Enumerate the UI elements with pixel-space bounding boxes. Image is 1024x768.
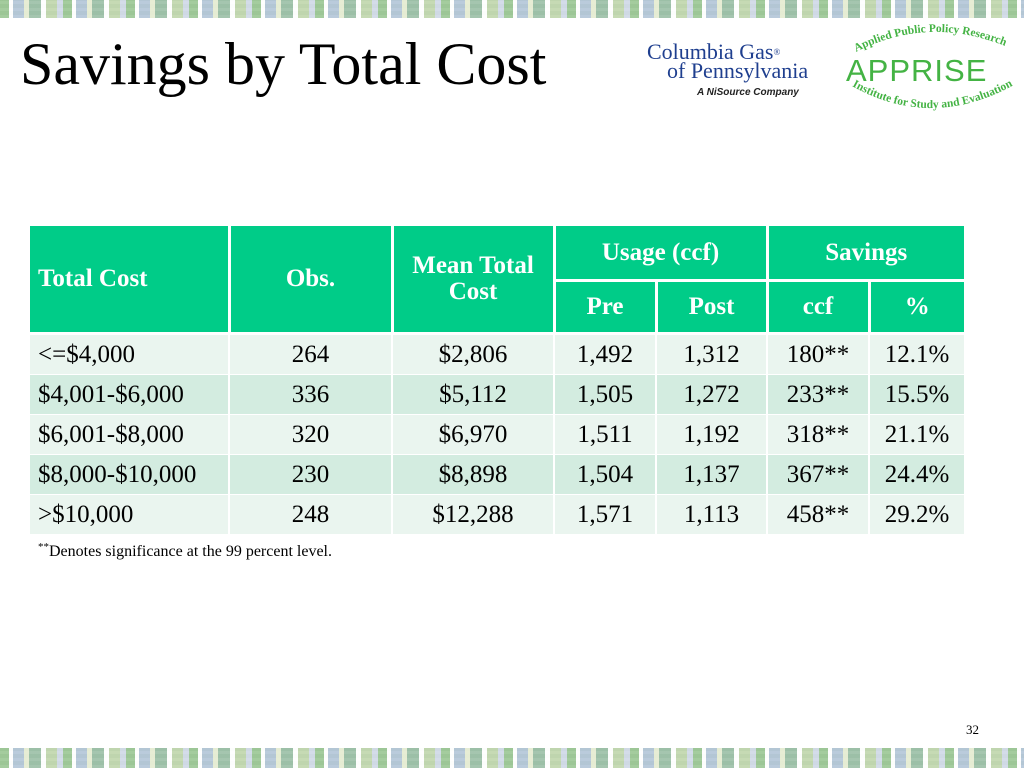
col-header-ccf: ccf bbox=[767, 280, 871, 335]
cell-obs: 320 bbox=[229, 414, 393, 455]
columbia-gas-name: Columbia Gas® bbox=[647, 39, 781, 64]
cell-obs: 264 bbox=[229, 333, 393, 375]
col-header-usage: Usage (ccf) bbox=[554, 226, 769, 282]
cell-mean-total-cost: $12,288 bbox=[392, 494, 555, 535]
col-header-mean-total-cost: Mean Total Cost bbox=[392, 226, 556, 335]
cell-total-cost: $8,000-$10,000 bbox=[30, 454, 230, 495]
cell-savings-ccf: 233** bbox=[767, 374, 870, 415]
cell-mean-total-cost: $5,112 bbox=[392, 374, 555, 415]
table-row: $8,000-$10,000 230 $8,898 1,504 1,137 36… bbox=[30, 454, 965, 495]
cell-pre: 1,571 bbox=[554, 494, 657, 535]
cell-post: 1,192 bbox=[656, 414, 768, 455]
cell-savings-percent: 29.2% bbox=[869, 494, 965, 535]
top-mosaic-border bbox=[0, 0, 1024, 18]
cell-obs: 230 bbox=[229, 454, 393, 495]
cell-pre: 1,511 bbox=[554, 414, 657, 455]
cell-total-cost: >$10,000 bbox=[30, 494, 230, 535]
cell-total-cost: $6,001-$8,000 bbox=[30, 414, 230, 455]
significance-footnote: **Denotes significance at the 99 percent… bbox=[38, 541, 332, 561]
cell-pre: 1,505 bbox=[554, 374, 657, 415]
cell-savings-percent: 15.5% bbox=[869, 374, 965, 415]
nisource-tagline: A NiSource Company bbox=[697, 87, 799, 98]
cell-savings-percent: 21.1% bbox=[869, 414, 965, 455]
col-header-obs: Obs. bbox=[229, 226, 394, 335]
cell-total-cost: <=$4,000 bbox=[30, 333, 230, 375]
cell-savings-ccf: 458** bbox=[767, 494, 870, 535]
mean-total-label-line1: Mean Total bbox=[412, 252, 534, 279]
cell-pre: 1,504 bbox=[554, 454, 657, 495]
columbia-gas-region: of Pennsylvania bbox=[667, 58, 809, 83]
registered-mark: ® bbox=[773, 47, 781, 57]
table-header-row: Total Cost Obs. Mean Total Cost Usage (c… bbox=[30, 226, 965, 335]
cell-savings-percent: 12.1% bbox=[869, 333, 965, 375]
cell-post: 1,272 bbox=[656, 374, 768, 415]
apprise-logo: Applied Public Policy Research Institute… bbox=[844, 22, 1016, 114]
mean-total-label-line2: Cost bbox=[448, 278, 498, 305]
col-header-total-cost: Total Cost bbox=[30, 226, 231, 335]
cell-post: 1,137 bbox=[656, 454, 768, 495]
cell-obs: 336 bbox=[229, 374, 393, 415]
table-row: <=$4,000 264 $2,806 1,492 1,312 180** 12… bbox=[30, 333, 965, 375]
footnote-text: Denotes significance at the 99 percent l… bbox=[49, 543, 332, 560]
svg-text:Applied Public Policy Research: Applied Public Policy Research bbox=[852, 23, 1009, 55]
table-row: $4,001-$6,000 336 $5,112 1,505 1,272 233… bbox=[30, 374, 965, 415]
cell-mean-total-cost: $8,898 bbox=[392, 454, 555, 495]
cell-savings-percent: 24.4% bbox=[869, 454, 965, 495]
cell-pre: 1,492 bbox=[554, 333, 657, 375]
table-row: >$10,000 248 $12,288 1,571 1,113 458** 2… bbox=[30, 494, 965, 535]
table-subheader-row: Pre Post ccf % bbox=[30, 280, 965, 335]
table-row: $6,001-$8,000 320 $6,970 1,511 1,192 318… bbox=[30, 414, 965, 455]
cell-mean-total-cost: $6,970 bbox=[392, 414, 555, 455]
footnote-marker: ** bbox=[38, 541, 49, 553]
cell-savings-ccf: 367** bbox=[767, 454, 870, 495]
slide-title: Savings by Total Cost bbox=[20, 31, 547, 97]
cell-savings-ccf: 318** bbox=[767, 414, 870, 455]
cell-total-cost: $4,001-$6,000 bbox=[30, 374, 230, 415]
savings-table: Total Cost Obs. Mean Total Cost Usage (c… bbox=[30, 226, 965, 535]
col-header-percent: % bbox=[869, 280, 965, 335]
apprise-arc-text: Applied Public Policy Research Institute… bbox=[851, 23, 1015, 111]
cell-post: 1,312 bbox=[656, 333, 768, 375]
apprise-arc-top: Applied Public Policy Research bbox=[852, 23, 1009, 55]
bottom-mosaic-border bbox=[0, 748, 1024, 768]
cell-savings-ccf: 180** bbox=[767, 333, 870, 375]
col-header-savings: Savings bbox=[767, 226, 965, 282]
page-number: 32 bbox=[966, 722, 979, 737]
cell-mean-total-cost: $2,806 bbox=[392, 333, 555, 375]
cell-post: 1,113 bbox=[656, 494, 768, 535]
col-header-pre: Pre bbox=[554, 280, 658, 335]
col-header-post: Post bbox=[656, 280, 769, 335]
apprise-wordmark: APPRISE bbox=[846, 53, 988, 88]
cell-obs: 248 bbox=[229, 494, 393, 535]
columbia-gas-logo: Columbia Gas® of Pennsylvania A NiSource… bbox=[645, 40, 840, 102]
